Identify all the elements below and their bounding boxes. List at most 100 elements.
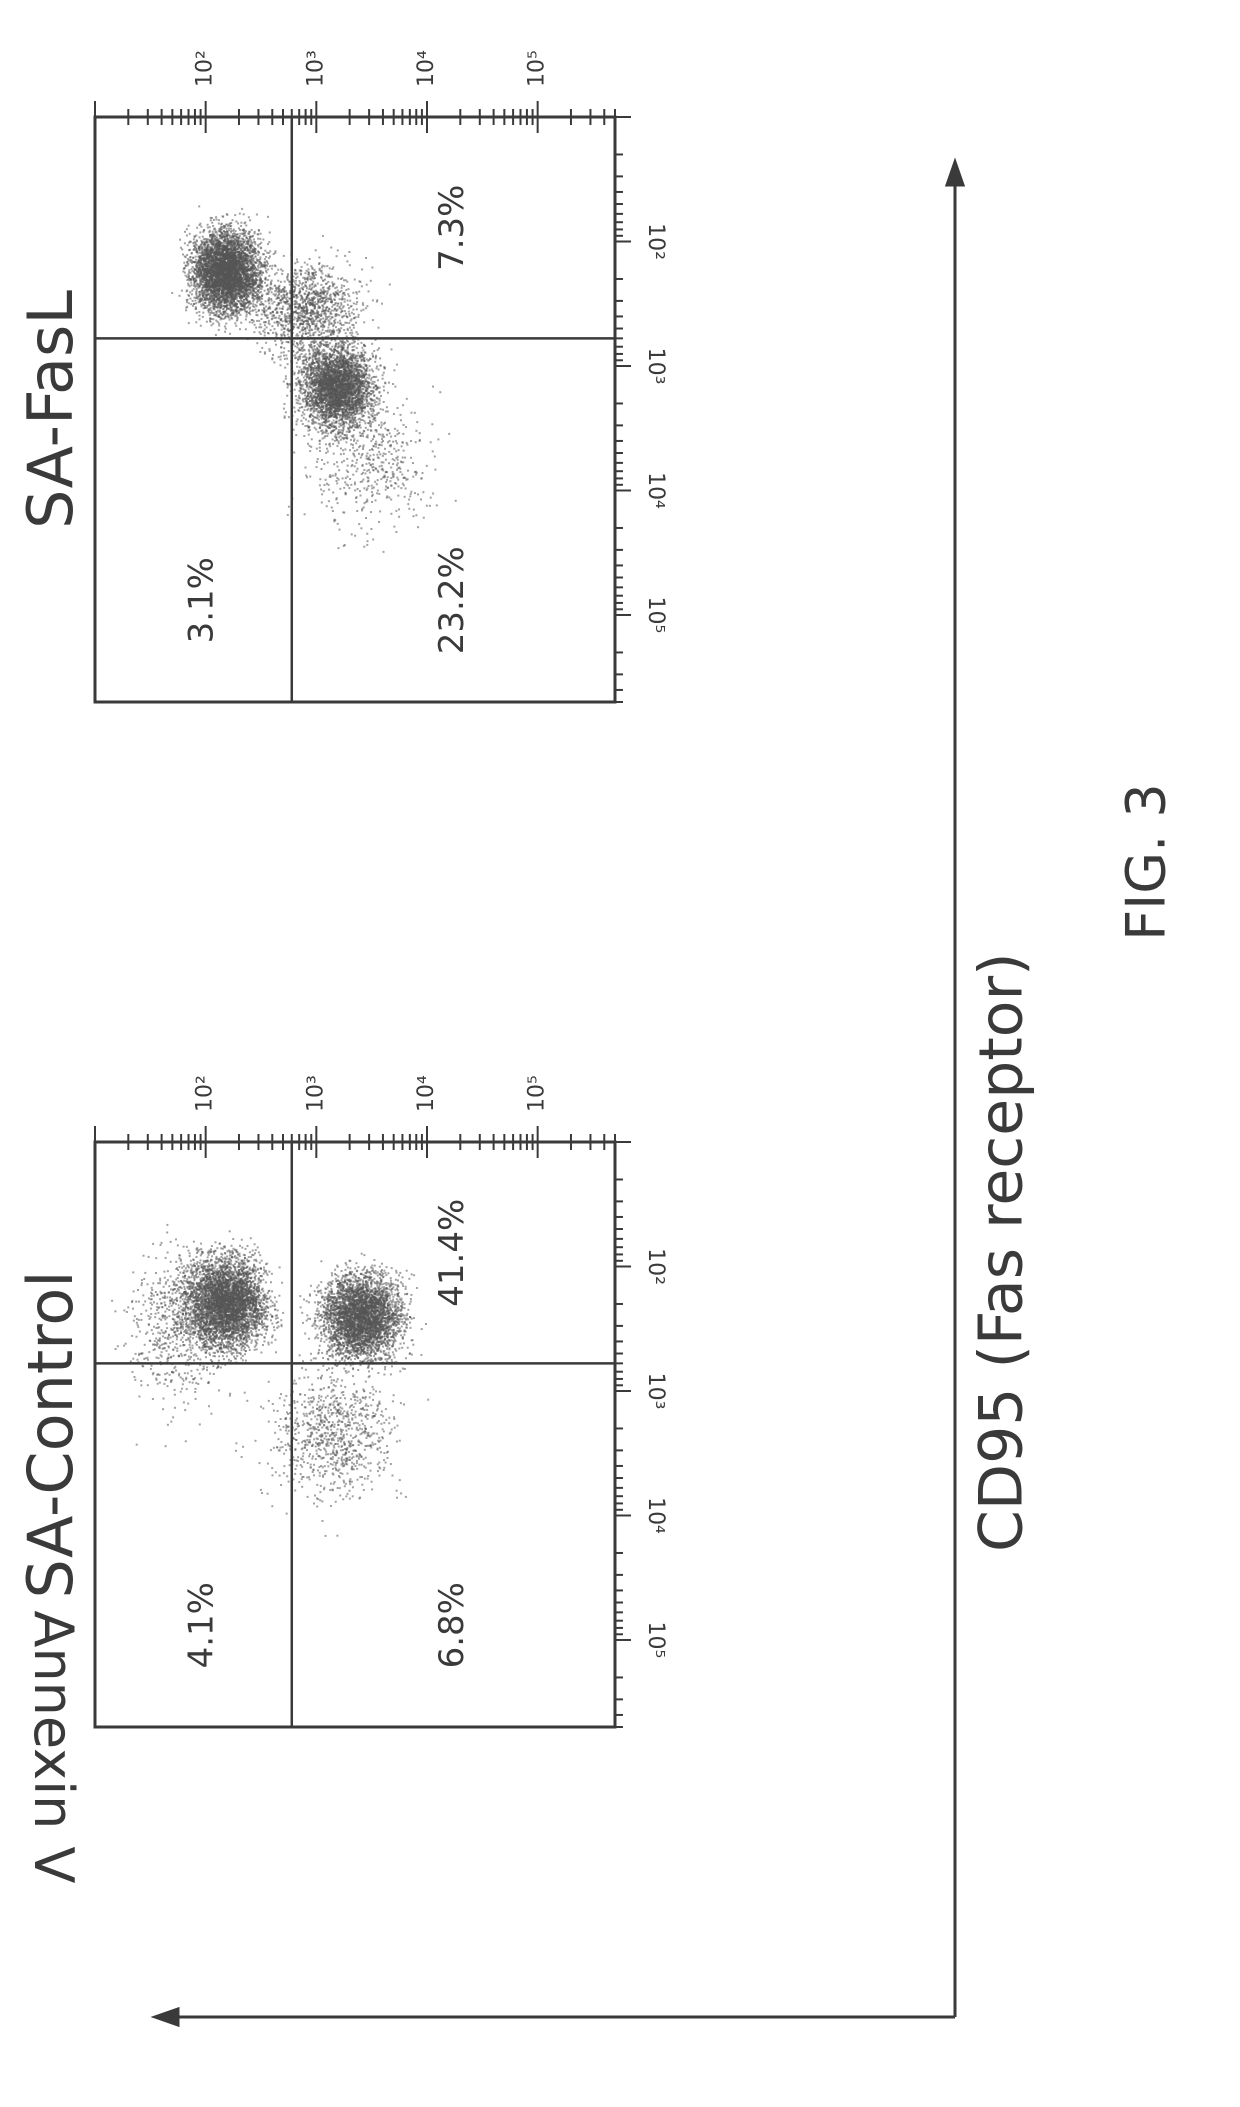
scatter-point [198,1285,200,1287]
scatter-point [237,1319,239,1321]
scatter-point [212,1284,214,1286]
scatter-point [242,1355,244,1357]
scatter-point [304,1333,306,1335]
scatter-point [181,1316,183,1318]
scatter-point [266,1272,268,1274]
scatter-point [180,1286,182,1288]
scatter-point [234,1311,236,1313]
scatter-point [333,1293,335,1295]
scatter-point [391,1267,393,1269]
scatter-point [250,1284,252,1286]
scatter-point [210,1306,212,1308]
scatter-point [254,1321,256,1323]
scatter-point [244,1257,246,1259]
scatter-point [245,1282,247,1284]
scatter-point [227,1274,229,1276]
scatter-point [209,1250,211,1252]
scatter-point [221,1261,223,1263]
scatter-point [235,1305,237,1307]
scatter-point [224,1310,226,1312]
scatter-point [255,1275,257,1277]
scatter-point [175,1303,177,1305]
scatter-point [248,1268,250,1270]
scatter-point [243,1259,245,1261]
scatter-point [237,1344,239,1346]
scatter-point [243,1349,245,1351]
scatter-point [207,1256,209,1258]
scatter-point [203,1273,205,1275]
scatter-point [180,1311,182,1313]
scatter-point [250,1327,252,1329]
scatter-point [271,1273,273,1275]
scatter-point [235,1320,237,1322]
scatter-point [178,1281,180,1283]
scatter-point [227,1310,229,1312]
panel-title: SA-Control [14,1270,87,1598]
scatter-point [240,1286,242,1288]
scatter-point [244,1343,246,1345]
scatter-point [187,1307,189,1309]
scatter-point [258,1320,260,1322]
scatter-point [240,1262,242,1264]
scatter-point [263,1296,265,1298]
scatter-point [404,1303,406,1305]
scatter-point [182,1295,184,1297]
scatter-point [233,1333,235,1335]
scatter-point [183,1270,185,1272]
scatter-point [221,1339,223,1341]
scatter-point [246,1294,248,1296]
scatter-point [228,1279,230,1281]
scatter-point [204,1269,206,1271]
scatter-point [179,1319,181,1321]
scatter-point [242,1313,244,1315]
scatter-point [265,1295,267,1297]
scatter-point [237,1312,239,1314]
scatter-point [241,1239,243,1241]
scatter-point [252,1306,254,1308]
scatter-point [264,1328,266,1330]
scatter-point [225,1341,227,1343]
scatter-point [253,1303,255,1305]
scatter-point [203,1338,205,1340]
scatter-point [232,1253,234,1255]
scatter-point [192,1317,194,1319]
scatter-point [249,1286,251,1288]
scatter-point [242,1287,244,1289]
scatter-point [217,1286,219,1288]
scatter-point [231,1336,233,1338]
scatter-point [207,1261,209,1263]
scatter-point [189,1252,191,1254]
scatter-point [220,1266,222,1268]
scatter-point [274,1309,276,1311]
scatter-point [255,1341,257,1343]
scatter-point [234,1249,236,1251]
scatter-point [227,1282,229,1284]
scatter-point [215,1306,217,1308]
scatter-point [244,1331,246,1333]
scatter-point [246,1284,248,1286]
scatter-point [191,1276,193,1278]
scatter-point [267,1292,269,1294]
scatter-point [224,1279,226,1281]
scatter-point [254,1279,256,1281]
scatter-point [244,1306,246,1308]
scatter-point [225,1336,227,1338]
scatter-point [263,1267,265,1269]
scatter-point [251,1332,253,1334]
scatter-point [222,1289,224,1291]
scatter-point [271,1315,273,1317]
scatter-point [216,1280,218,1282]
scatter-point [255,1330,257,1332]
scatter-point [255,1317,257,1319]
scatter-point [271,1323,273,1325]
scatter-point [225,1334,227,1336]
scatter-point [207,1252,209,1254]
scatter-point [189,1308,191,1310]
scatter-point [260,1318,262,1320]
scatter-point [172,1293,174,1295]
scatter-point [317,1334,319,1336]
scatter-point [247,1245,249,1247]
scatter-point [230,1277,232,1279]
scatter-point [216,1262,218,1264]
scatter-point [344,1359,346,1361]
